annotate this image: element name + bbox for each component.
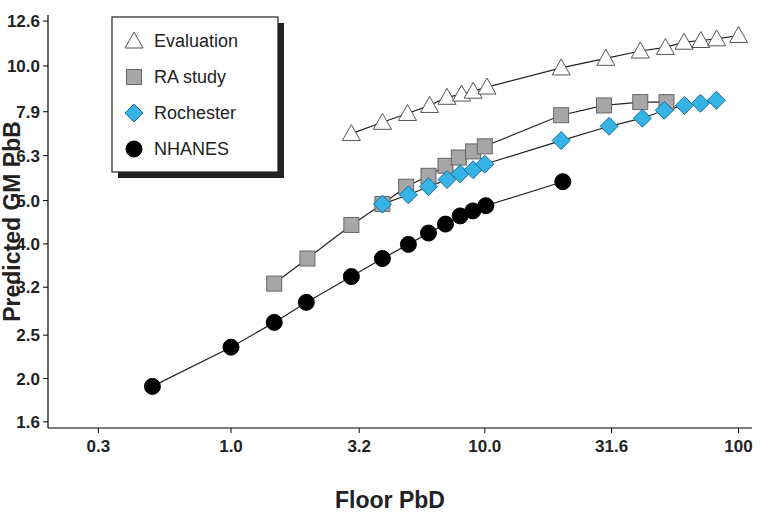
point	[374, 251, 390, 267]
point	[438, 88, 456, 104]
x-tick	[484, 428, 485, 433]
y-tick	[43, 378, 48, 379]
point	[675, 96, 693, 114]
legend-label: Rochester	[154, 103, 236, 123]
y-tick-label: 12.6	[7, 12, 40, 31]
y-tick-label: 1.6	[16, 413, 40, 432]
x-tick-label: 10.0	[468, 437, 501, 456]
point	[400, 236, 416, 252]
point	[223, 339, 239, 355]
point	[691, 94, 709, 112]
point	[438, 158, 453, 173]
series-line	[351, 36, 738, 134]
point	[631, 42, 649, 58]
y-tick	[43, 65, 48, 66]
y-tick-label: 10.0	[7, 57, 40, 76]
point	[144, 378, 160, 394]
y-tick	[43, 200, 48, 201]
point	[707, 91, 725, 109]
x-tick-label: 100	[724, 437, 752, 456]
point	[344, 217, 359, 232]
point	[600, 117, 618, 135]
point	[373, 195, 391, 213]
legend-marker	[125, 32, 143, 48]
point	[373, 113, 391, 129]
y-tick	[43, 421, 48, 422]
x-tick-label: 3.2	[347, 437, 371, 456]
legend-marker	[127, 70, 142, 85]
y-tick	[43, 243, 48, 244]
point	[476, 155, 494, 173]
point	[300, 251, 315, 266]
legend-label: Evaluation	[154, 31, 238, 51]
x-tick-label: 0.3	[87, 437, 111, 456]
point	[597, 49, 615, 65]
series-line	[152, 182, 562, 387]
x-tick-label: 31.6	[595, 437, 628, 456]
y-tick	[43, 111, 48, 112]
point	[596, 98, 611, 113]
x-tick	[359, 428, 360, 433]
series-line	[274, 102, 666, 284]
x-tick	[231, 428, 232, 433]
legend-marker	[125, 104, 143, 122]
point	[343, 269, 359, 285]
legend-box	[112, 17, 278, 172]
x-tick-label: 1.0	[219, 437, 243, 456]
point	[554, 108, 569, 123]
y-tick	[43, 287, 48, 288]
point	[675, 33, 693, 49]
y-axis-line	[47, 15, 48, 428]
point	[464, 82, 482, 98]
point	[437, 216, 453, 232]
y-tick	[43, 155, 48, 156]
point	[399, 186, 417, 204]
y-tick-label: 2.0	[16, 370, 40, 389]
chart: 0.31.03.210.031.61001.62.02.53.24.05.06.…	[0, 0, 768, 525]
y-axis-title: Predicted GM PbB	[0, 121, 25, 322]
point	[555, 174, 571, 190]
point	[730, 26, 748, 42]
x-axis-title: Floor PbD	[335, 487, 445, 513]
point	[266, 314, 282, 330]
x-axis-line	[48, 427, 752, 428]
point	[633, 109, 651, 127]
point	[478, 198, 494, 214]
point	[419, 178, 437, 196]
y-tick-label: 7.9	[16, 103, 40, 122]
series-line	[382, 100, 716, 204]
point	[421, 96, 439, 112]
legend-marker	[126, 141, 142, 157]
point	[399, 104, 417, 120]
point	[656, 38, 674, 54]
legend-label: NHANES	[154, 139, 229, 159]
x-tick	[738, 428, 739, 433]
point	[655, 101, 673, 119]
y-tick	[43, 335, 48, 336]
point	[552, 132, 570, 150]
point	[633, 95, 648, 110]
y-tick	[43, 21, 48, 22]
x-tick	[611, 428, 612, 433]
legend-label: RA study	[154, 67, 226, 87]
y-tick-label: 2.5	[16, 326, 40, 345]
point	[478, 78, 496, 94]
point	[267, 276, 282, 291]
point	[692, 32, 710, 48]
point	[451, 150, 466, 165]
x-tick	[98, 428, 99, 433]
point	[708, 30, 726, 46]
point	[342, 125, 360, 141]
point	[552, 59, 570, 75]
legend: Evaluation RA study Rochester NHANES	[112, 17, 284, 178]
point	[477, 139, 492, 154]
point	[298, 294, 314, 310]
point	[420, 225, 436, 241]
